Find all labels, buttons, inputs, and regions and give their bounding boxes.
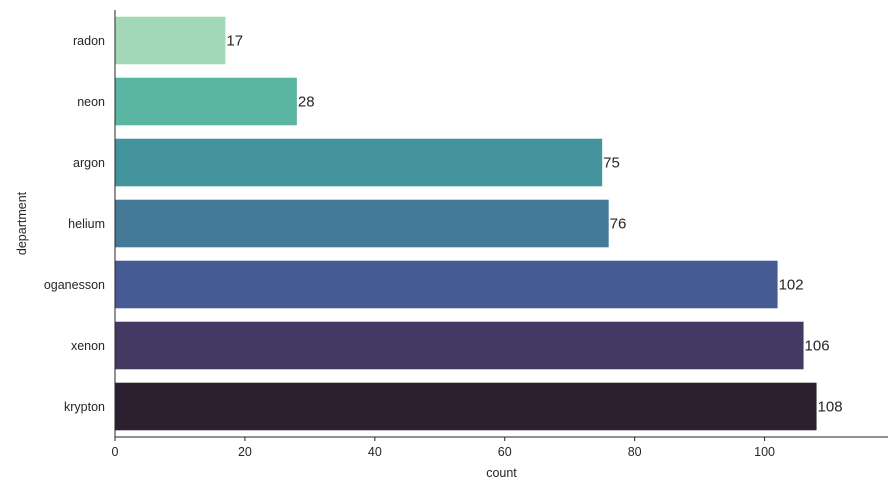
x-tick-label-40: 40 (368, 445, 382, 459)
y-tick-label-argon: argon (73, 156, 105, 170)
x-axis-title: count (486, 466, 517, 480)
data-label-krypton: 108 (818, 399, 843, 416)
y-tick-label-xenon: xenon (71, 339, 105, 353)
bar-radon (115, 16, 226, 65)
bar-xenon (115, 321, 804, 370)
y-tick-label-neon: neon (77, 95, 105, 109)
x-tick-label-0: 0 (112, 445, 119, 459)
y-ticks-layer: radon neon argon helium oganesson xenon krypto… (44, 34, 105, 414)
bars-layer (115, 16, 817, 431)
x-tick-label-100: 100 (754, 445, 775, 459)
x-tick-label-80: 80 (628, 445, 642, 459)
bar-krypton (115, 382, 817, 431)
y-tick-label-krypton: krypton (64, 400, 105, 414)
bar-helium (115, 199, 609, 248)
data-label-oganesson: 102 (779, 277, 804, 294)
data-label-xenon: 106 (805, 338, 830, 355)
y-tick-label-helium: helium (68, 217, 105, 231)
x-ticks-layer: 0 20 40 60 80 100 (112, 437, 775, 459)
x-tick-label-60: 60 (498, 445, 512, 459)
y-axis-title: department (15, 191, 29, 255)
bar-neon (115, 77, 297, 126)
x-tick-label-20: 20 (238, 445, 252, 459)
data-label-radon: 17 (226, 33, 243, 50)
data-label-neon: 28 (298, 94, 315, 111)
data-label-argon: 75 (603, 155, 620, 172)
bar-argon (115, 138, 603, 187)
axes-layer (114, 10, 888, 438)
y-tick-label-oganesson: oganesson (44, 278, 105, 292)
y-tick-label-radon: radon (73, 34, 105, 48)
data-labels-layer: 17 28 75 76 102 106 108 (226, 33, 842, 416)
data-label-helium: 76 (610, 216, 627, 233)
bar-oganesson (115, 260, 778, 309)
